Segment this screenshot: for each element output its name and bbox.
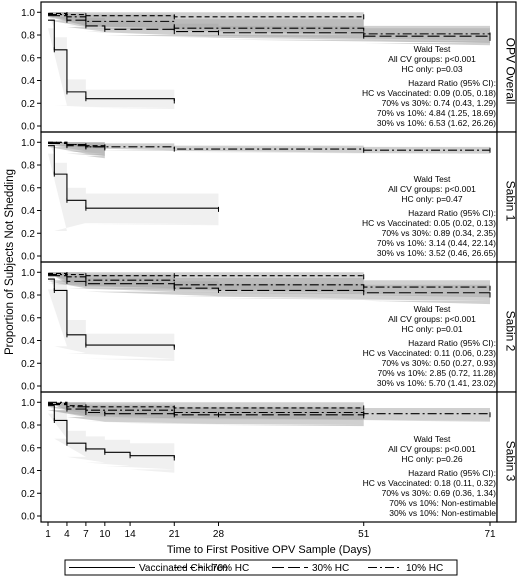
y-tick-label: 0.4 [21,206,35,217]
y-tick-label: 0.4 [21,336,35,347]
confidence-band [48,142,219,231]
hazard-ratio-text: 30% vs 10%: 3.52 (0.46, 26.65) [377,248,496,258]
confidence-band [48,273,175,361]
x-tick-label: 7 [83,529,89,540]
confidence-band [48,272,490,298]
y-tick-label: 0.2 [21,489,35,500]
y-tick-label: 0.2 [21,229,35,240]
confidence-band [48,402,175,473]
strip-label: Sabin 2 [504,311,518,352]
legend-label: 10% HC [406,563,443,574]
x-tick-label: 28 [213,529,225,540]
hazard-ratio-text: Hazard Ratio (95% CI): [408,78,496,88]
wald-text: All CV groups: p<0.001 [388,444,476,454]
legend-label: Vaccinated Children [139,563,228,574]
hazard-ratio-text: Hazard Ratio (95% CI): [408,468,496,478]
x-tick-label: 1 [45,529,51,540]
hazard-ratio-text: HC vs Vaccinated: 0.11 (0.06, 0.23) [363,348,497,358]
y-axis-title: Proportion of Subjects Not Shedding [4,169,16,355]
hazard-ratio-text: 70% vs 30%: 0.89 (0.34, 2.35) [382,228,497,238]
hazard-ratio-text: 70% vs 30%: 0.74 (0.43, 1.29) [382,98,497,108]
wald-text: Wald Test [414,304,451,314]
y-tick-label: 0.8 [21,161,35,172]
y-tick-label: 0.0 [21,122,35,133]
wald-text: Wald Test [414,174,451,184]
y-tick-label: 0.8 [21,31,35,42]
y-tick-label: 0.8 [21,421,35,432]
strip-box [496,391,517,523]
x-tick-label: 21 [169,529,181,540]
x-tick-label: 10 [99,529,111,540]
confidence-band [48,142,490,154]
strip-label: Sabin 3 [504,441,518,482]
panel-opv-overall: 0.0 0.2 0.4 0.6 0.8 1.0 OPV Overall Wald TestAl… [21,1,518,133]
wald-text: Wald Test [414,44,451,54]
y-tick-label: 0.6 [21,443,35,454]
x-axis-title: Time to First Positive OPV Sample (Days) [167,544,371,556]
y-tick-label: 1.0 [21,8,35,19]
hazard-ratio-text: 70% vs 10%: 4.84 (1.25, 18.69) [377,108,496,118]
y-tick-label: 0.4 [21,466,35,477]
wald-text: HC only: p=0.03 [401,64,462,74]
y-tick-label: 0.6 [21,183,35,194]
wald-text: HC only: p=0.47 [401,194,462,204]
wald-text: All CV groups: p<0.001 [388,314,476,324]
hazard-ratio-text: HC vs Vaccinated: 0.18 (0.11, 0.32) [363,478,497,488]
wald-text: All CV groups: p<0.001 [388,54,476,64]
x-tick-label: 14 [125,529,137,540]
y-tick-label: 0.8 [21,291,35,302]
hazard-ratio-text: 30% vs 10%: 6.53 (1.62, 26.26) [377,118,496,128]
hazard-ratio-text: 70% vs 10%: 3.14 (0.44, 22.14) [377,238,496,248]
strip-label: OPV Overall [504,38,518,105]
wald-text: Wald Test [414,434,451,444]
legend-label: 30% HC [312,563,349,574]
strip-label: Sabin 1 [504,181,518,222]
x-tick-label: 51 [358,529,370,540]
y-tick-label: 0.0 [21,382,35,393]
confidence-band [48,12,490,43]
y-tick-label: 0.0 [21,512,35,523]
wald-text: HC only: p=0.26 [401,454,462,464]
x-tick-label: 4 [64,529,70,540]
y-tick-label: 0.4 [21,76,35,87]
y-tick-label: 1.0 [21,398,35,409]
hazard-ratio-text: 30% vs 10%: Non-estimable [389,508,496,518]
hazard-ratio-text: 70% vs 30%: 0.69 (0.36, 1.34) [382,488,497,498]
y-tick-label: 0.2 [21,359,35,370]
y-tick-label: 1.0 [21,268,35,279]
confidence-band [48,13,175,109]
y-tick-label: 0.2 [21,99,35,110]
y-tick-label: 0.6 [21,53,35,64]
hazard-ratio-text: 30% vs 10%: 5.70 (1.41, 23.02) [377,378,496,388]
legend-box [64,559,458,576]
hazard-ratio-text: 70% vs 30%: 0.50 (0.27, 0.93) [382,358,497,368]
hazard-ratio-text: Hazard Ratio (95% CI): [408,338,496,348]
hazard-ratio-text: 70% vs 10%: 2.85 (0.72, 11.28) [378,368,497,378]
hazard-ratio-text: Hazard Ratio (95% CI): [408,208,496,218]
wald-text: All CV groups: p<0.001 [388,184,476,194]
y-tick-label: 0.6 [21,313,35,324]
wald-text: HC only: p=0.01 [401,324,462,334]
x-tick-label: 71 [484,529,496,540]
legend-label: 70% HC [212,563,249,574]
hazard-ratio-text: HC vs Vaccinated: 0.05 (0.02, 0.13) [362,218,496,228]
hazard-ratio-text: HC vs Vaccinated: 0.09 (0.05, 0.18) [362,88,496,98]
hazard-ratio-text: 70% vs 10%: Non-estimable [389,498,496,508]
y-tick-label: 0.0 [21,252,35,263]
y-tick-label: 1.0 [21,138,35,149]
